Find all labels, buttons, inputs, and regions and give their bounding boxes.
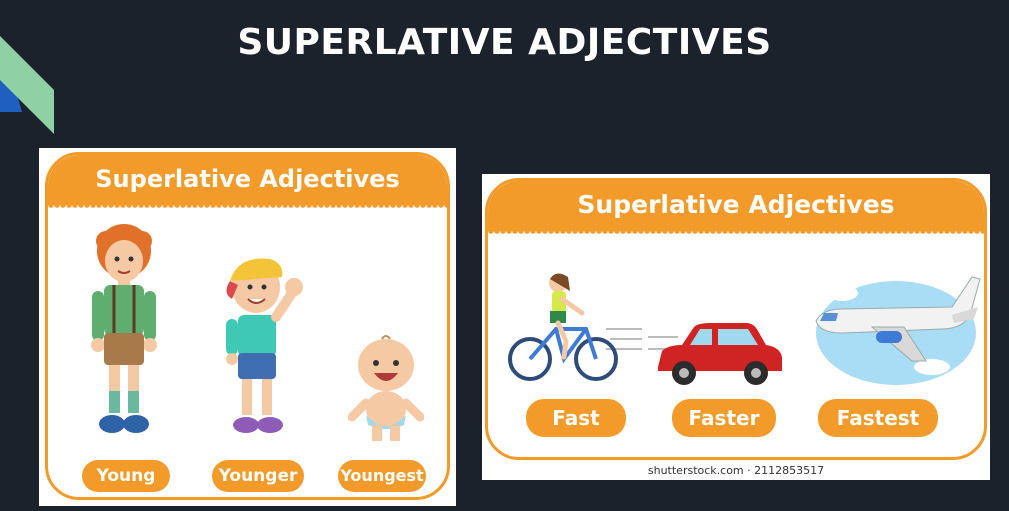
fast-comparison-card: Superlative Adjectives [482, 174, 990, 480]
label-fast: Fast [526, 399, 626, 437]
card-banner: Superlative Adjectives [48, 155, 447, 205]
baby-illustration [348, 335, 424, 441]
card-frame: Superlative Adjectives [485, 178, 987, 460]
banner-scallop [488, 231, 984, 237]
label-youngest: Youngest [338, 460, 426, 492]
card-frame: Superlative Adjectives [45, 152, 450, 500]
slide-title: SUPERLATIVE ADJECTIVES [237, 22, 772, 63]
young-comparison-card: Superlative Adjectives [39, 148, 456, 506]
stock-watermark: shutterstock.com · 2112853517 [647, 464, 825, 477]
corner-decoration [0, 36, 54, 134]
label-fastest: Fastest [818, 399, 938, 437]
boy-with-cap-illustration [226, 258, 303, 433]
teen-boy-illustration [91, 224, 157, 433]
label-young: Young [82, 460, 170, 492]
label-faster: Faster [672, 399, 776, 437]
airplane-illustration [815, 276, 981, 385]
cyclist-illustration [508, 273, 642, 381]
banner-scallop [48, 205, 447, 211]
card-banner: Superlative Adjectives [488, 181, 984, 231]
red-car-illustration [648, 323, 782, 385]
label-younger: Younger [212, 460, 304, 492]
